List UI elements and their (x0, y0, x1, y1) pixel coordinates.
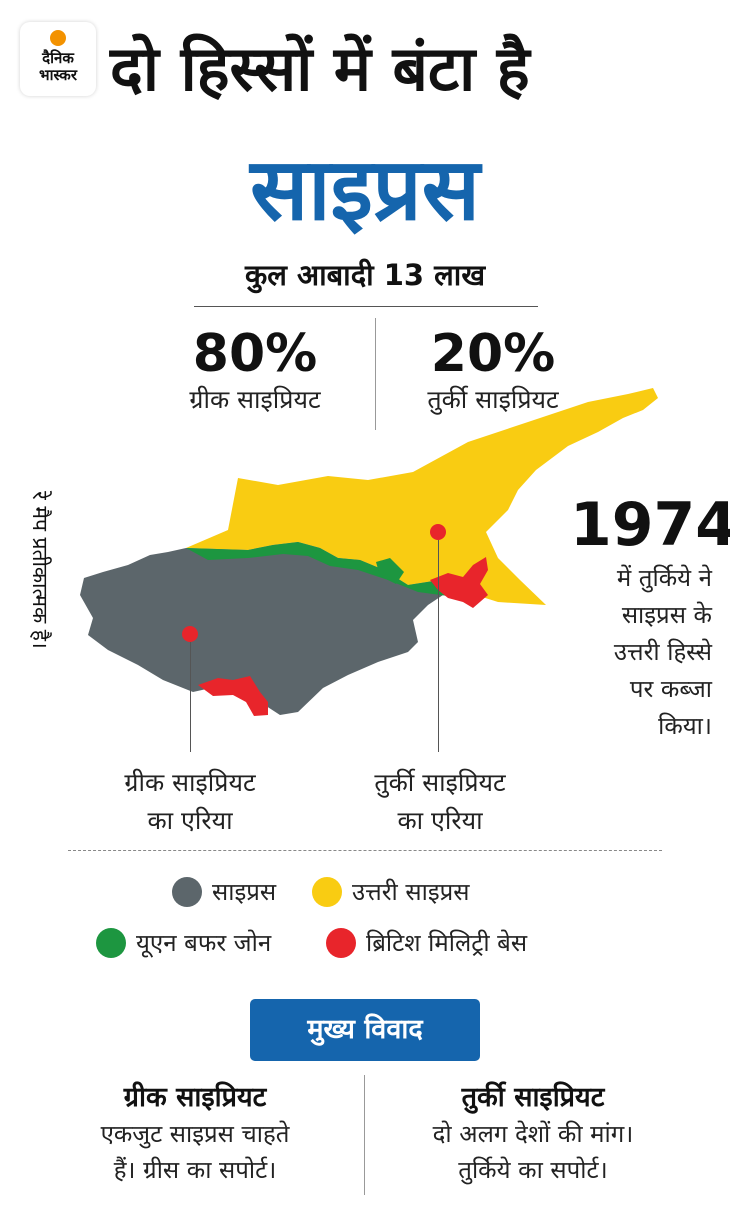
legend-label: उत्तरी साइप्रस (352, 878, 470, 906)
legend-item-un-buffer: यूएन बफर जोन (96, 926, 271, 959)
map-pin-greek (182, 626, 198, 642)
map-un-buffer-zone (186, 542, 460, 596)
event-line: उत्तरी हिस्से (613, 638, 712, 666)
dispute-divider (364, 1075, 365, 1195)
event-line: साइप्रस के (621, 601, 712, 629)
dispute-greek-heading: ग्रीक साइप्रियट (123, 1082, 267, 1113)
map-un-buffer-zone-east (376, 558, 404, 584)
headline-country: साइप्रस (250, 140, 480, 240)
legend-swatch-yellow (312, 876, 342, 907)
logo: दैनिक भास्कर (20, 22, 96, 96)
cyprus-map (80, 388, 658, 716)
stat-greek-label: ग्रीक साइप्रियट (189, 385, 321, 414)
area-label-greek: ग्रीक साइप्रियट का एरिया (70, 764, 310, 840)
dispute-turkish-line1: दो अलग देशों की मांग। (432, 1120, 634, 1148)
area-label-greek-line1: ग्रीक साइप्रियट (124, 768, 256, 797)
stat-divider (375, 318, 376, 430)
map-british-base-dhekelia (430, 557, 488, 608)
stat-turkish: 20% तुर्की साइप्रियट (378, 324, 608, 416)
logo-dot (50, 30, 66, 46)
dispute-greek-line1: एकजुट साइप्रस चाहते (100, 1120, 290, 1148)
dispute-turkish: तुर्की साइप्रियट दो अलग देशों की मांग। त… (378, 1080, 688, 1188)
legend-swatch-grey (172, 876, 202, 907)
logo-text-line1: दैनिक (42, 49, 74, 67)
section-divider (68, 850, 662, 851)
dispute-turkish-line2: तुर्किये का सपोर्ट। (458, 1156, 608, 1184)
map-british-base-akrotiri (198, 676, 268, 716)
event-line: किया। (658, 712, 712, 740)
pin-line-greek (190, 642, 191, 752)
event-year: 1974 (570, 490, 730, 560)
dispute-greek: ग्रीक साइप्रियट एकजुट साइप्रस चाहते हैं।… (40, 1080, 350, 1188)
pin-line-turkish (438, 540, 439, 752)
legend-swatch-red (326, 927, 356, 958)
map-north-cyprus (186, 388, 658, 605)
logo-text-line2: भास्कर (39, 66, 77, 84)
population-underline (194, 306, 538, 307)
stat-greek-value: 80% (192, 324, 318, 384)
dispute-greek-line2: हैं। ग्रीस का सपोर्ट। (113, 1156, 277, 1184)
event-line: पर कब्जा (629, 675, 712, 703)
map-disclaimer: रे मैप प्रतीकात्मक है। (22, 440, 58, 700)
area-label-greek-line2: का एरिया (147, 806, 233, 835)
stat-turkish-label: तुर्की साइप्रियट (427, 385, 559, 414)
legend-label: साइप्रस (212, 878, 277, 906)
legend-item-north-cyprus: उत्तरी साइप्रस (312, 875, 470, 908)
event-description: में तुर्किये ने साइप्रस के उत्तरी हिस्से… (560, 560, 712, 745)
map-disclaimer-text: रे मैप प्रतीकात्मक है। (28, 491, 52, 649)
area-label-turkish-line2: का एरिया (397, 806, 483, 835)
event-line: में तुर्किये ने (616, 564, 712, 592)
legend-label: ब्रिटिश मिलिट्री बेस (366, 929, 528, 957)
population-total: कुल आबादी 13 लाख (244, 258, 486, 292)
stat-greek: 80% ग्रीक साइप्रियट (140, 324, 370, 416)
dispute-heading: मुख्य विवाद (250, 999, 480, 1061)
legend-item-cyprus: साइप्रस (172, 875, 276, 908)
map-south-cyprus (80, 542, 443, 715)
headline: दो हिस्सों में बंटा है (110, 32, 530, 105)
stat-turkish-value: 20% (430, 324, 556, 384)
legend-item-british-base: ब्रिटिश मिलिट्री बेस (326, 926, 527, 959)
legend-label: यूएन बफर जोन (136, 929, 272, 957)
area-label-turkish: तुर्की साइप्रियट का एरिया (330, 764, 550, 840)
legend-swatch-green (96, 927, 126, 958)
map-pin-turkish (430, 524, 446, 540)
area-label-turkish-line1: तुर्की साइप्रियट (374, 768, 506, 797)
dispute-turkish-heading: तुर्की साइप्रियट (461, 1082, 605, 1113)
